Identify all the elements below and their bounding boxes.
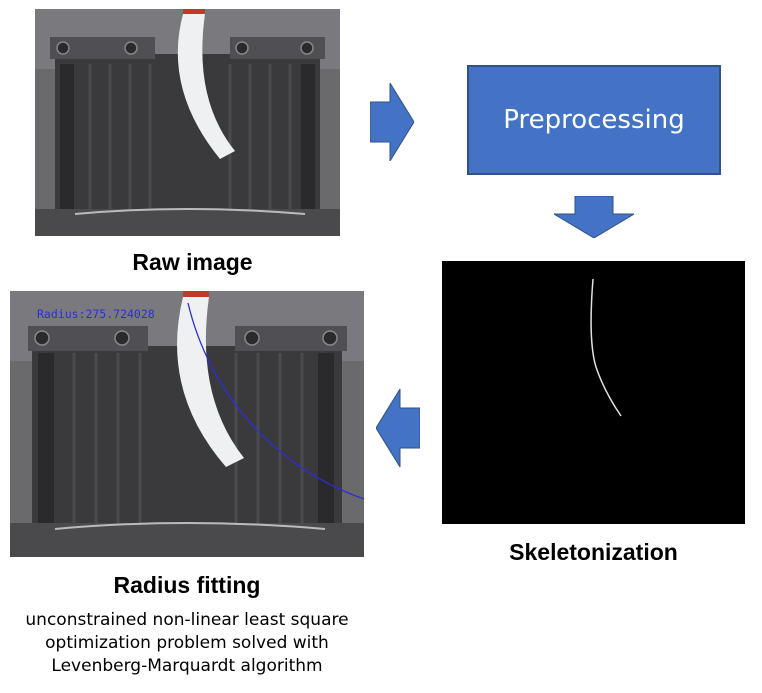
description-line: optimization problem solved with bbox=[45, 633, 329, 653]
description-line: Levenberg-Marquardt algorithm bbox=[51, 656, 323, 676]
preprocessing-block: Preprocessing bbox=[467, 65, 721, 175]
skeletonization-caption: Skeletonization bbox=[509, 539, 678, 565]
raw-image-photo bbox=[35, 9, 340, 236]
arrow-down-icon bbox=[554, 196, 634, 238]
arrow-left-icon bbox=[376, 389, 420, 467]
fitted-circle-arc bbox=[187, 302, 364, 500]
skeleton-image bbox=[442, 261, 745, 524]
radius-overlay-label: Radius:275.724028 bbox=[37, 307, 155, 321]
radius-fitting-photo: Radius:275.724028 bbox=[10, 291, 364, 557]
skeleton-curve bbox=[590, 278, 622, 417]
raw-image-caption: Raw image bbox=[132, 249, 253, 275]
radius-fitting-caption: Radius fitting bbox=[113, 572, 261, 598]
radius-fitting-description: unconstrained non-linear least square op… bbox=[0, 609, 374, 678]
description-line: unconstrained non-linear least square bbox=[25, 610, 349, 630]
arrow-right-icon bbox=[370, 83, 414, 161]
